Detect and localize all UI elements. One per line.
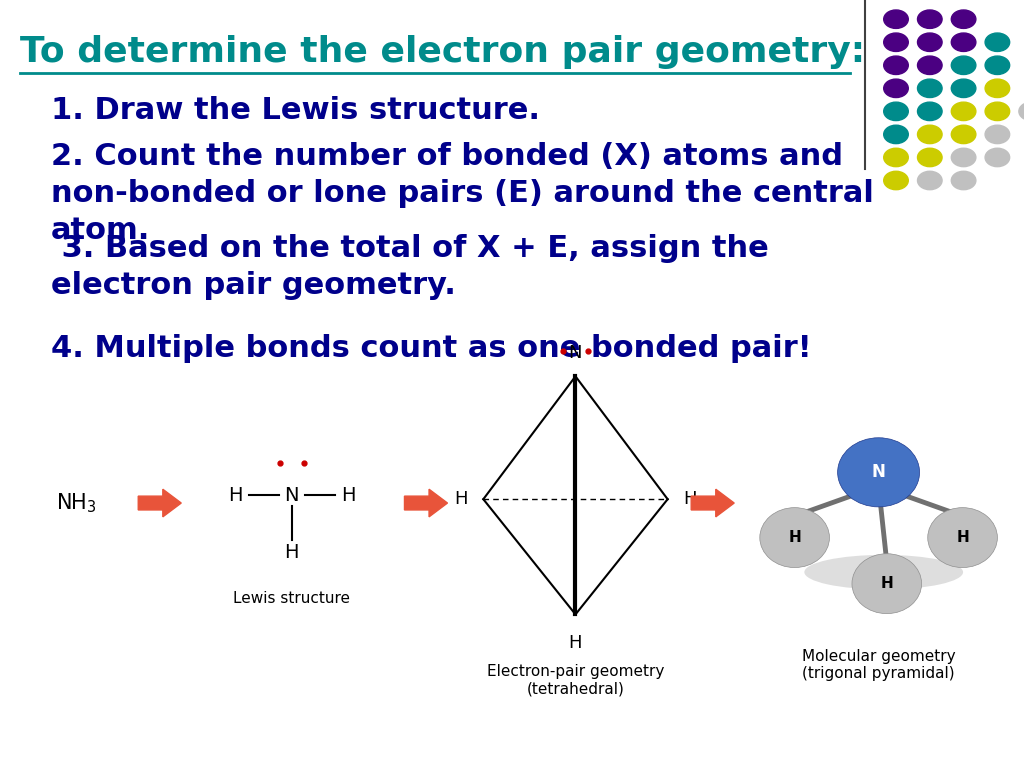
Ellipse shape [760, 508, 829, 568]
Circle shape [951, 125, 976, 144]
Circle shape [985, 79, 1010, 98]
Circle shape [884, 33, 908, 51]
Text: H: H [454, 490, 468, 508]
Text: N: N [285, 486, 299, 505]
Text: Molecular geometry
(trigonal pyramidal): Molecular geometry (trigonal pyramidal) [802, 649, 955, 681]
Circle shape [884, 148, 908, 167]
Circle shape [985, 102, 1010, 121]
Circle shape [918, 171, 942, 190]
Text: H: H [341, 486, 355, 505]
Circle shape [884, 171, 908, 190]
Circle shape [985, 125, 1010, 144]
Circle shape [1019, 102, 1024, 121]
Ellipse shape [852, 554, 922, 614]
Circle shape [951, 33, 976, 51]
FancyArrow shape [138, 489, 181, 517]
Text: H: H [285, 544, 299, 562]
Text: H: H [568, 634, 583, 651]
Circle shape [985, 56, 1010, 74]
Circle shape [951, 171, 976, 190]
Text: H: H [956, 530, 969, 545]
Circle shape [985, 148, 1010, 167]
Text: Electron-pair geometry
(tetrahedral): Electron-pair geometry (tetrahedral) [486, 664, 665, 697]
Text: N: N [871, 463, 886, 482]
Circle shape [951, 79, 976, 98]
Circle shape [884, 56, 908, 74]
Text: N: N [568, 345, 583, 362]
FancyArrow shape [404, 489, 447, 517]
Circle shape [985, 33, 1010, 51]
Text: 2. Count the number of bonded (X) atoms and
non-bonded or lone pairs (E) around : 2. Count the number of bonded (X) atoms … [51, 142, 874, 245]
Text: H: H [788, 530, 801, 545]
Ellipse shape [838, 438, 920, 507]
Circle shape [918, 148, 942, 167]
Text: 1. Draw the Lewis structure.: 1. Draw the Lewis structure. [51, 96, 541, 125]
Text: To determine the electron pair geometry:: To determine the electron pair geometry: [20, 35, 865, 68]
Text: 3. Based on the total of X + E, assign the
electron pair geometry.: 3. Based on the total of X + E, assign t… [51, 234, 769, 300]
Circle shape [918, 102, 942, 121]
Text: H: H [228, 486, 243, 505]
Text: 4. Multiple bonds count as one bonded pair!: 4. Multiple bonds count as one bonded pa… [51, 334, 812, 363]
Circle shape [884, 102, 908, 121]
Circle shape [918, 79, 942, 98]
Ellipse shape [805, 554, 964, 590]
Circle shape [951, 56, 976, 74]
Circle shape [951, 148, 976, 167]
Text: Lewis structure: Lewis structure [233, 591, 350, 607]
Circle shape [951, 10, 976, 28]
Text: H: H [683, 490, 697, 508]
Text: H: H [881, 576, 893, 591]
Circle shape [884, 125, 908, 144]
Text: NH$_3$: NH$_3$ [56, 492, 97, 515]
Circle shape [918, 56, 942, 74]
Circle shape [918, 33, 942, 51]
Circle shape [918, 125, 942, 144]
Circle shape [951, 102, 976, 121]
Circle shape [884, 79, 908, 98]
Ellipse shape [928, 508, 997, 568]
FancyArrow shape [691, 489, 734, 517]
Circle shape [918, 10, 942, 28]
Circle shape [884, 10, 908, 28]
